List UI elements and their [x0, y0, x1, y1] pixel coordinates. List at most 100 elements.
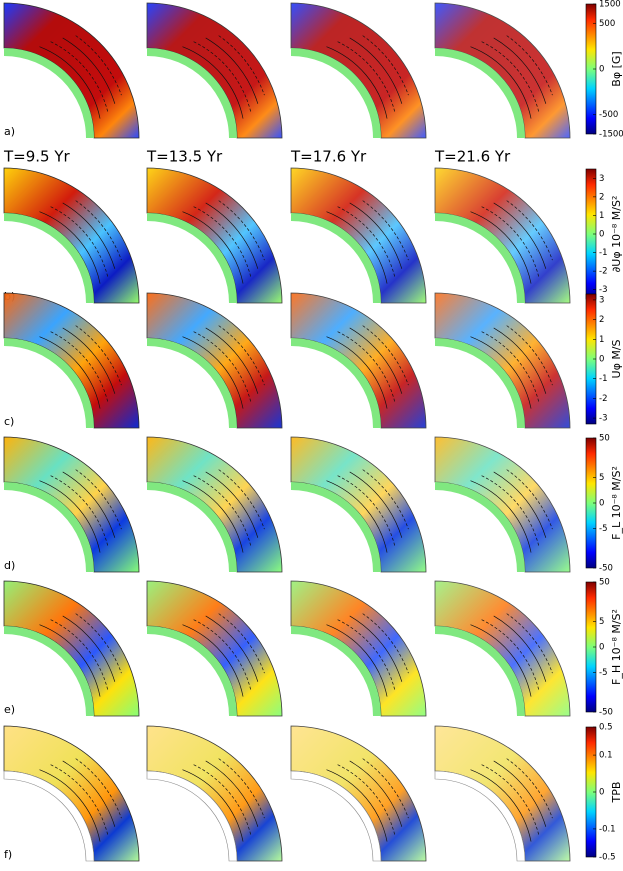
contour: [193, 764, 252, 835]
colorbar-tick-label: 3: [599, 295, 604, 305]
row-label: f): [4, 848, 12, 861]
contour: [470, 211, 532, 284]
contour: [193, 619, 252, 690]
contour: [337, 206, 396, 277]
inner-band: [4, 213, 94, 303]
field-map: [3, 167, 140, 304]
contour: [182, 769, 244, 842]
inner-band: [147, 213, 237, 303]
inner-band: [291, 482, 381, 572]
colorbar-tick-label: -3: [599, 414, 607, 424]
colorbar-tick-label: 1: [599, 335, 604, 345]
contour: [326, 336, 388, 409]
contour: [362, 325, 409, 386]
panel-title: T=21.6 Yr: [434, 148, 511, 166]
contour: [326, 480, 388, 553]
contour: [39, 211, 101, 284]
contour: [205, 760, 259, 827]
contour: [337, 475, 396, 546]
contour: [337, 41, 396, 112]
contour: [337, 619, 396, 690]
colorbar-tick-label: -0.5: [599, 853, 616, 863]
contour: [75, 200, 122, 261]
colorbar-tick-label: -1500: [599, 130, 623, 140]
contour: [506, 325, 553, 386]
inner-band: [290, 770, 382, 862]
inner-band: [147, 482, 237, 572]
contour: [326, 211, 388, 284]
inner-band: [147, 338, 237, 428]
contour: [362, 35, 409, 96]
contour: [470, 46, 532, 119]
colorbar-tick-label: 0.1: [599, 751, 613, 761]
contour: [205, 327, 259, 394]
contour: [39, 336, 101, 409]
field-map: [434, 725, 571, 862]
contour: [50, 41, 109, 112]
inner-band: [434, 770, 526, 862]
contour: [193, 206, 252, 277]
contour: [326, 624, 388, 697]
contour: [205, 615, 259, 682]
contour: [470, 336, 532, 409]
contour: [218, 200, 265, 261]
contour: [493, 37, 547, 104]
field-map: [146, 580, 283, 717]
contour: [193, 475, 252, 546]
contour: [337, 331, 396, 402]
inner-band: [4, 626, 94, 716]
inner-band: [147, 626, 237, 716]
contour: [62, 327, 116, 394]
colorbar-tick-label: 50: [599, 578, 610, 588]
row-label: e): [4, 703, 15, 716]
inner-band: [435, 482, 525, 572]
contour: [50, 619, 109, 690]
contour: [182, 624, 244, 697]
field-map: [434, 167, 571, 304]
inner-band: [291, 626, 381, 716]
colorbar-tick-label: 1500: [599, 0, 621, 10]
contour: [362, 469, 409, 530]
colorbar-tick-label: 0: [599, 230, 604, 240]
inner-band: [435, 48, 525, 138]
contour: [362, 758, 409, 819]
colorbar-tick-label: -1: [599, 374, 607, 384]
contour: [62, 471, 116, 538]
contour: [193, 41, 252, 112]
contour: [493, 471, 547, 538]
inner-band: [435, 338, 525, 428]
colorbar-tick-label: -3: [599, 285, 607, 295]
field-map: [3, 725, 140, 862]
field-map: [146, 292, 283, 429]
row-label: d): [4, 559, 15, 572]
inner-band: [4, 48, 94, 138]
contour: [506, 613, 553, 674]
colorbar-tick-label: 1: [599, 211, 604, 221]
field-map: [146, 436, 283, 573]
field-map: [146, 167, 283, 304]
contour: [193, 331, 252, 402]
contour: [326, 46, 388, 119]
field-map: [146, 2, 283, 139]
contour: [182, 46, 244, 119]
colorbar-label: F_H 10⁻⁸ M/S²: [610, 609, 623, 685]
field-map: [434, 436, 571, 573]
contour: [481, 619, 540, 690]
contour: [50, 475, 109, 546]
colorbar-tick-label: 50: [599, 434, 610, 444]
contour: [481, 41, 540, 112]
inner-band: [4, 482, 94, 572]
colorbar-label: ∂Uφ 10⁻⁸ M/S²: [610, 196, 623, 273]
contour: [62, 202, 116, 269]
panel-title: T=17.6 Yr: [290, 148, 367, 166]
inner-band: [147, 48, 237, 138]
panel-title: T=9.5 Yr: [3, 148, 71, 166]
colorbar-tick-label: -5: [599, 668, 607, 678]
inner-band: [146, 770, 238, 862]
inner-band: [435, 213, 525, 303]
contour: [62, 760, 116, 827]
contour: [182, 336, 244, 409]
field-map: [146, 725, 283, 862]
colorbar-tick-label: -2: [599, 394, 607, 404]
